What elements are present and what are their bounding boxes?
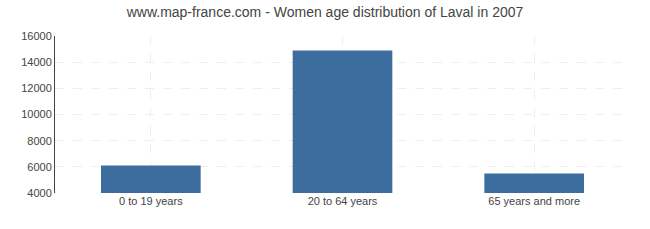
svg-text:65 years and more: 65 years and more xyxy=(488,195,580,207)
svg-text:6000: 6000 xyxy=(27,161,51,173)
svg-text:8000: 8000 xyxy=(27,135,51,147)
svg-text:14000: 14000 xyxy=(21,56,52,68)
svg-text:4000: 4000 xyxy=(27,187,51,199)
svg-text:10000: 10000 xyxy=(21,108,52,120)
svg-text:www.map-france.com - Women age: www.map-france.com - Women age distribut… xyxy=(126,4,524,20)
svg-text:0 to 19 years: 0 to 19 years xyxy=(119,195,183,207)
svg-text:12000: 12000 xyxy=(21,82,52,94)
svg-text:16000: 16000 xyxy=(21,30,52,42)
svg-text:20 to 64 years: 20 to 64 years xyxy=(308,195,378,207)
